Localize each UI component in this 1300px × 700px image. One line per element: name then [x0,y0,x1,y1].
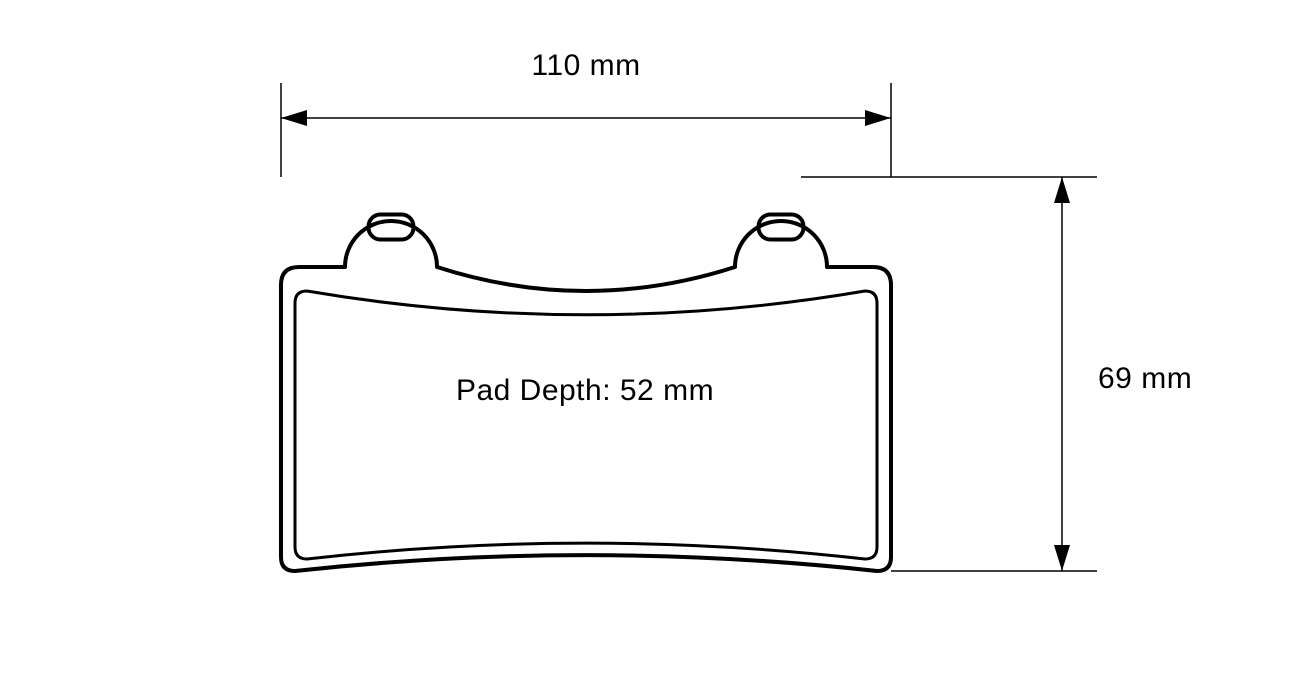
width-arrow-right [865,110,891,126]
height-arrow-bottom [1054,545,1070,571]
mounting-slot-left [369,215,414,240]
width-label: 110 mm [531,49,640,82]
width-arrow-left [281,110,307,126]
friction-pad-outline [295,291,877,559]
pad-depth-label: Pad Depth: 52 mm [456,374,714,407]
mounting-slot-right [759,215,804,240]
height-arrow-top [1054,177,1070,203]
height-label: 69 mm [1098,362,1192,395]
